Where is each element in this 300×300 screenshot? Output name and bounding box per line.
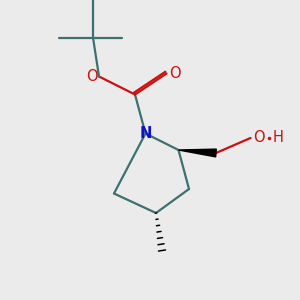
- Text: O: O: [253, 130, 265, 146]
- Text: O: O: [86, 69, 97, 84]
- Text: N: N: [139, 126, 152, 141]
- Polygon shape: [178, 149, 216, 157]
- Text: H: H: [273, 130, 284, 146]
- Text: O: O: [169, 66, 181, 81]
